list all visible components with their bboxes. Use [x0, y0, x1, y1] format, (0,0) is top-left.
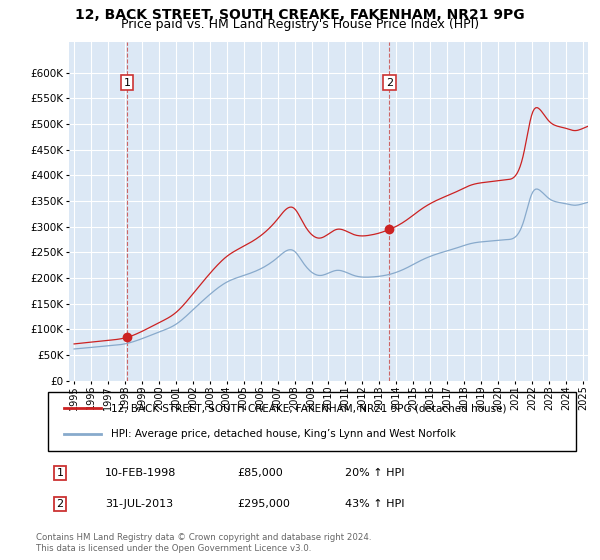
Text: £295,000: £295,000 — [237, 499, 290, 509]
Text: 1: 1 — [56, 468, 64, 478]
Text: 12, BACK STREET, SOUTH CREAKE, FAKENHAM, NR21 9PG (detached house): 12, BACK STREET, SOUTH CREAKE, FAKENHAM,… — [112, 403, 507, 413]
Text: 20% ↑ HPI: 20% ↑ HPI — [345, 468, 404, 478]
Text: 10-FEB-1998: 10-FEB-1998 — [105, 468, 176, 478]
Text: Contains HM Land Registry data © Crown copyright and database right 2024.
This d: Contains HM Land Registry data © Crown c… — [36, 533, 371, 553]
Text: 31-JUL-2013: 31-JUL-2013 — [105, 499, 173, 509]
Text: 43% ↑ HPI: 43% ↑ HPI — [345, 499, 404, 509]
Text: Price paid vs. HM Land Registry's House Price Index (HPI): Price paid vs. HM Land Registry's House … — [121, 18, 479, 31]
Text: 1: 1 — [124, 78, 131, 88]
Text: 2: 2 — [386, 78, 393, 88]
Text: 2: 2 — [56, 499, 64, 509]
Text: HPI: Average price, detached house, King’s Lynn and West Norfolk: HPI: Average price, detached house, King… — [112, 430, 456, 440]
Text: £85,000: £85,000 — [237, 468, 283, 478]
Text: 12, BACK STREET, SOUTH CREAKE, FAKENHAM, NR21 9PG: 12, BACK STREET, SOUTH CREAKE, FAKENHAM,… — [75, 8, 525, 22]
